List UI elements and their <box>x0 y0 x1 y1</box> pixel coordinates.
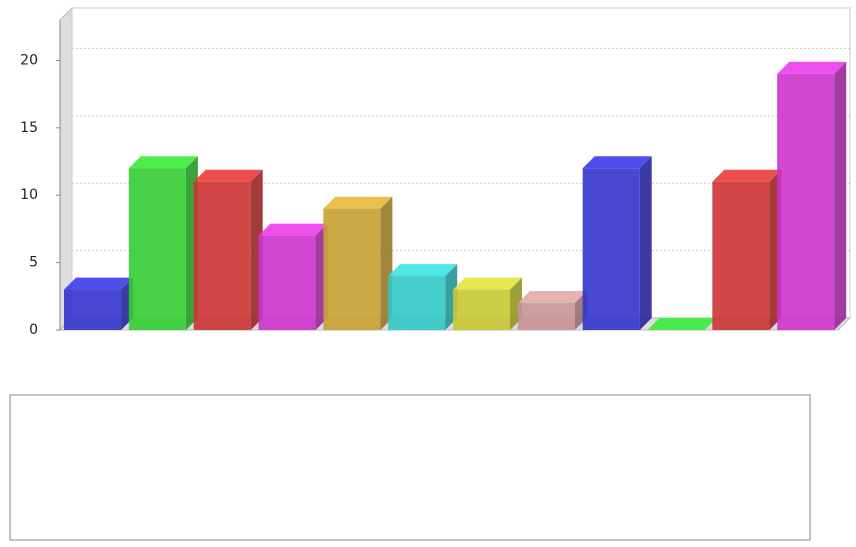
bar-top <box>193 169 263 182</box>
bar <box>258 235 316 330</box>
y-tick-label: 5 <box>29 255 38 271</box>
bar <box>323 208 381 330</box>
bar-top <box>64 277 134 290</box>
bar <box>582 168 640 330</box>
bar-top <box>258 223 328 236</box>
bar <box>453 289 511 330</box>
left-wall <box>59 6 73 332</box>
bar-top <box>128 156 198 169</box>
bar <box>193 181 251 330</box>
bar <box>517 303 575 330</box>
bar <box>777 73 835 331</box>
bar-top <box>712 169 782 182</box>
bar-top <box>582 156 652 169</box>
bar <box>388 276 446 330</box>
bar-top <box>777 61 847 74</box>
bar-side <box>639 156 652 330</box>
bar-top <box>647 318 717 330</box>
bar <box>64 289 122 330</box>
legend-box <box>9 394 811 541</box>
bar-top <box>323 196 393 209</box>
y-tick-label: 20 <box>20 52 38 68</box>
bar <box>128 168 186 330</box>
bar-top <box>517 291 587 304</box>
bar-top <box>388 264 458 277</box>
bar <box>712 181 770 330</box>
bar-side <box>834 61 847 330</box>
y-tick-label: 10 <box>20 187 38 203</box>
bar-top <box>453 277 523 290</box>
y-tick-label: 15 <box>20 120 38 136</box>
y-tick-label: 0 <box>29 322 38 338</box>
